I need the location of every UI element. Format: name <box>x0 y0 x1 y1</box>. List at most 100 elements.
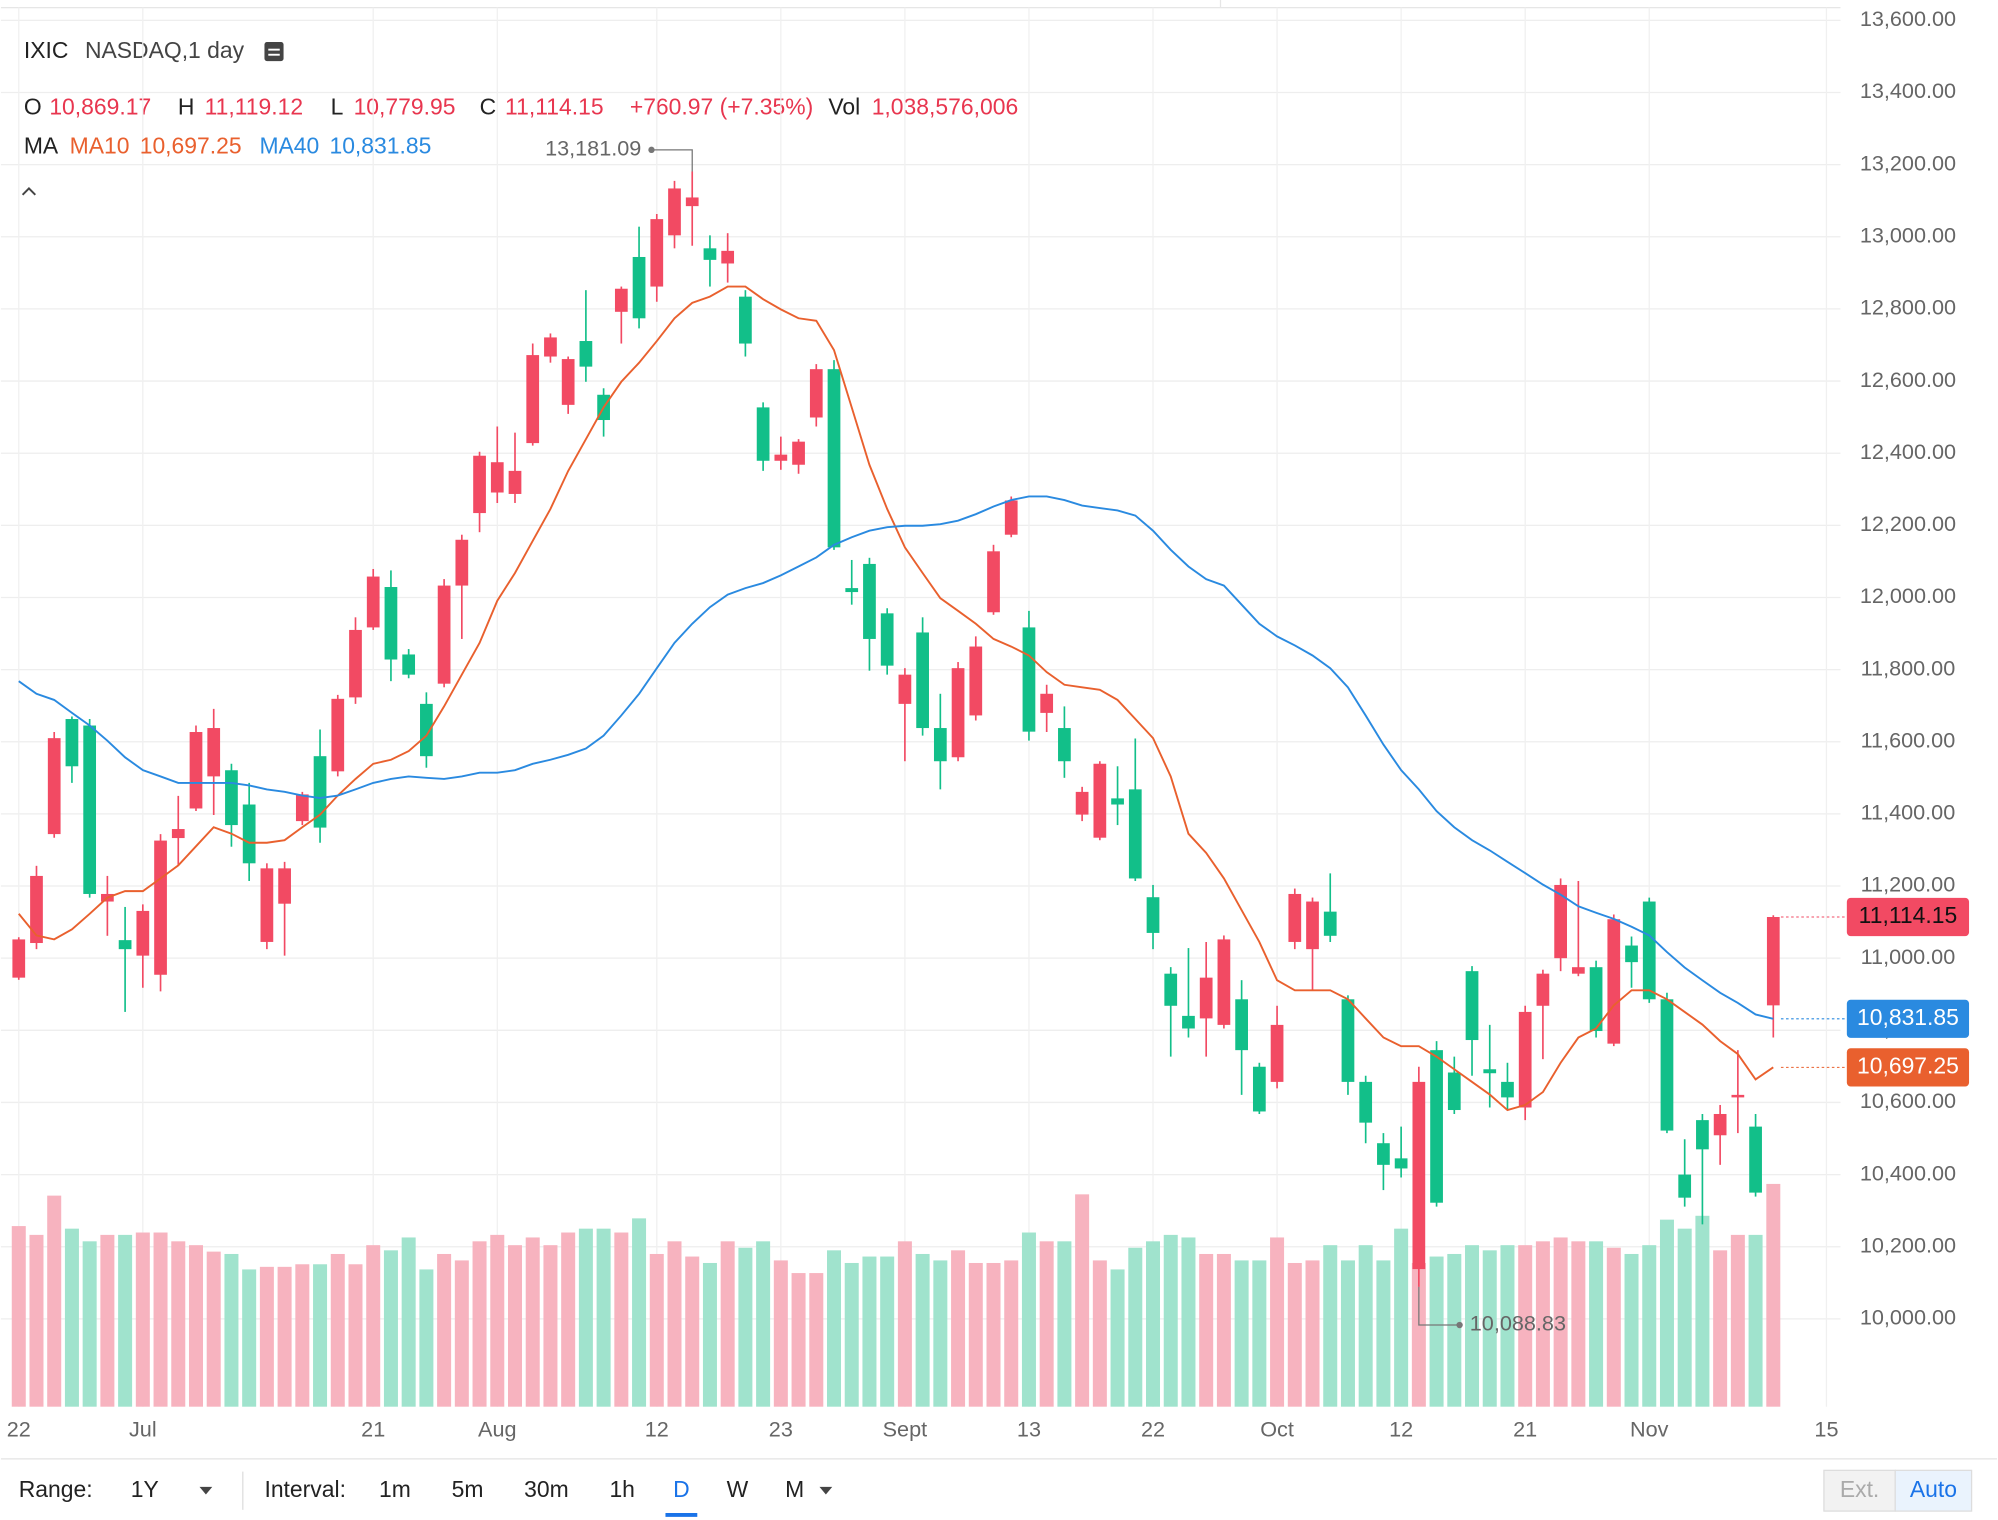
candle-body <box>118 940 132 950</box>
x-tick-label: 22 <box>7 1417 31 1442</box>
volume-bar <box>1624 1253 1639 1407</box>
candle-body <box>47 738 61 835</box>
volume-bar <box>1589 1241 1604 1407</box>
volume-bar <box>862 1256 877 1407</box>
volume-bar <box>1411 1262 1426 1407</box>
volume-bar <box>1004 1260 1019 1407</box>
close-badge-label: 11,114.15 <box>1859 902 1958 928</box>
interval-option[interactable]: M <box>785 1476 804 1502</box>
volume-bar <box>419 1269 434 1407</box>
candle-body <box>260 868 274 942</box>
volume-bar <box>454 1260 469 1407</box>
interval-option[interactable]: D <box>673 1476 690 1502</box>
candle-body <box>898 674 912 704</box>
candle-body <box>171 829 185 839</box>
interval-option[interactable]: 30m <box>524 1476 569 1502</box>
candle-body <box>1660 999 1674 1131</box>
candle-body <box>490 462 504 493</box>
interval-option[interactable]: 1h <box>609 1476 634 1502</box>
candle-body <box>951 668 965 758</box>
interval-option[interactable]: 1m <box>379 1476 411 1502</box>
candle-body <box>1217 939 1231 1025</box>
volume-bar <box>1695 1215 1710 1407</box>
interval-option[interactable]: W <box>727 1476 749 1502</box>
volume-bar <box>986 1262 1001 1407</box>
y-tick-label: 12,200.00 <box>1860 511 1956 536</box>
candle-body <box>12 939 26 978</box>
x-tick-label: 12 <box>1389 1417 1413 1442</box>
volume-bar <box>632 1218 647 1407</box>
volume-bar <box>915 1253 930 1407</box>
candle-body <box>1501 1081 1514 1098</box>
volume-bar <box>614 1232 629 1407</box>
volume-bar <box>827 1250 842 1407</box>
ext-text: Ext. <box>1840 1476 1879 1502</box>
candle-body <box>863 563 876 639</box>
volume-bar <box>401 1237 416 1407</box>
volume-bar <box>383 1250 398 1407</box>
y-tick-label: 13,600.00 <box>1860 6 1956 31</box>
volume-bar <box>720 1241 735 1407</box>
volume-bar <box>1465 1245 1480 1407</box>
volume-bar <box>1057 1241 1072 1407</box>
range-value[interactable]: 1Y <box>131 1476 159 1502</box>
range-select[interactable]: 1Y <box>131 1476 213 1502</box>
volume-bar <box>951 1250 966 1407</box>
volume-bar <box>277 1266 292 1407</box>
close-badge <box>1846 897 1970 937</box>
x-tick-label: Sept <box>883 1417 928 1442</box>
candle-body <box>544 337 557 357</box>
volume-bar <box>667 1241 682 1407</box>
collapse-icon[interactable] <box>21 187 36 196</box>
candle-body <box>331 698 345 772</box>
volume-bar <box>1146 1241 1161 1407</box>
ma-badge <box>1846 999 1970 1038</box>
candle-body <box>189 732 203 809</box>
candle-body <box>739 296 752 344</box>
volume-bar <box>543 1245 558 1407</box>
volume-bar <box>844 1262 859 1407</box>
volume-bar <box>1199 1253 1214 1407</box>
candle-body <box>792 441 805 465</box>
volume-bar <box>756 1241 771 1407</box>
candle-body <box>1749 1126 1762 1193</box>
candle-body <box>1182 1015 1195 1029</box>
annotation-label: 13,181.09 <box>545 136 641 161</box>
candle-body <box>916 632 929 729</box>
volume-bar <box>649 1253 664 1407</box>
auto-button[interactable] <box>1894 1469 1973 1512</box>
x-tick-label: 21 <box>361 1417 385 1442</box>
annotation-line <box>1418 1286 1460 1326</box>
interval-option[interactable]: 5m <box>452 1476 484 1502</box>
candle-body <box>703 248 717 260</box>
candle-body <box>1642 901 1656 1000</box>
ma-badge-label: 10,831.85 <box>1857 1004 1959 1030</box>
ohlc-key: H <box>178 93 195 119</box>
legend-name: MA10 <box>70 133 130 159</box>
candle-body <box>774 454 788 461</box>
volume-bar <box>561 1232 576 1407</box>
volume-bar <box>1305 1260 1320 1407</box>
volume-bar <box>1075 1194 1090 1407</box>
candle-body <box>1164 973 1178 1006</box>
volume-bar <box>242 1269 257 1407</box>
volume-bar <box>313 1264 328 1407</box>
candle-body <box>650 219 664 287</box>
menu-icon[interactable] <box>264 42 284 62</box>
candle-body <box>1128 789 1142 879</box>
candle-body <box>207 728 221 777</box>
volume-bar <box>1163 1234 1178 1407</box>
volume-bar <box>82 1241 97 1407</box>
candle-body <box>1093 763 1107 838</box>
volume-bar <box>738 1247 753 1407</box>
candle-body <box>632 256 646 319</box>
y-tick-label: 12,800.00 <box>1860 295 1956 320</box>
change: +760.97 (+7.35%) <box>630 93 813 119</box>
candle-body <box>561 359 575 405</box>
symbol: IXIC <box>24 37 69 63</box>
ext-toggle[interactable]: Ext. Auto <box>1823 1469 1973 1512</box>
volume-bar <box>1500 1245 1515 1407</box>
candle-body <box>614 288 628 312</box>
candle-body <box>1075 791 1089 815</box>
icon-box[interactable] <box>264 42 284 62</box>
